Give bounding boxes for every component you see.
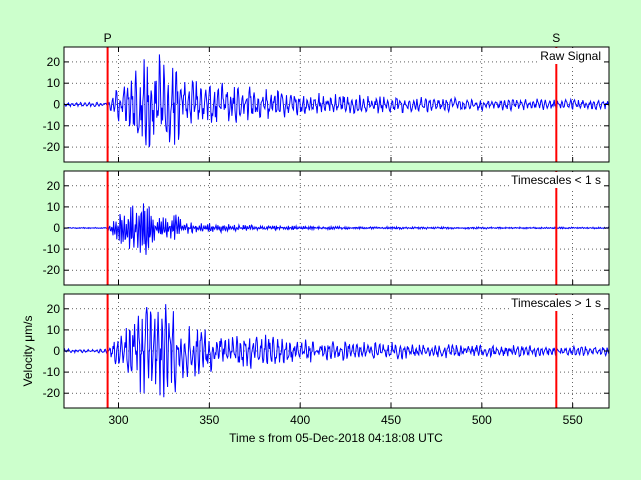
- phase-marker-label-p: P: [104, 31, 112, 45]
- y-tick-label: 20: [47, 179, 61, 193]
- y-tick-label: 0: [53, 98, 60, 112]
- x-tick-label: 550: [563, 413, 583, 427]
- panel-label-bg: [538, 48, 603, 64]
- x-tick-label: 400: [290, 413, 310, 427]
- panel-label-bg: [509, 172, 603, 188]
- phase-marker-label-s: S: [552, 31, 560, 45]
- panel-3: 20 10 0 -10 -20 Timescales > 1 s 300 350 400 450 5…: [43, 293, 610, 427]
- panel-label: Timescales > 1 s: [511, 296, 601, 310]
- y-tick-label: 10: [47, 200, 61, 214]
- y-tick-label: 20: [47, 55, 61, 69]
- signal-trace: [64, 54, 609, 148]
- y-tick-label: -20: [43, 263, 61, 277]
- y-tick-label: -10: [43, 242, 61, 256]
- y-tick-label: -10: [43, 365, 61, 379]
- y-tick-label: -10: [43, 119, 61, 133]
- y-axis-label: Velocity μm/s: [21, 316, 35, 387]
- y-tick-label: 10: [47, 76, 61, 90]
- x-axis-label: Time s from 05-Dec-2018 04:18:08 UTC: [229, 431, 443, 445]
- x-tick-label: 500: [472, 413, 492, 427]
- x-tick-label: 350: [199, 413, 219, 427]
- panel-2: 20 10 0 -10 -20 Timescales < 1 s: [43, 170, 610, 286]
- panels: 20 10 0 -10 -20 Raw Signal P S 20 10 0 -10 -20 Timesc…: [43, 31, 610, 427]
- y-tick-label: -20: [43, 140, 61, 154]
- x-tick-label: 300: [108, 413, 128, 427]
- signal-trace: [64, 304, 609, 398]
- y-tick-label: 20: [47, 302, 61, 316]
- panel-label: Timescales < 1 s: [511, 173, 601, 187]
- y-tick-label: 0: [53, 344, 60, 358]
- y-tick-label: -20: [43, 386, 61, 400]
- y-tick-label: 0: [53, 221, 60, 235]
- x-tick-label: 450: [381, 413, 401, 427]
- signal-trace: [64, 203, 609, 255]
- panel-label: Raw Signal: [540, 49, 601, 63]
- panel-label-bg: [509, 295, 603, 311]
- panel-1: 20 10 0 -10 -20 Raw Signal P S: [43, 31, 610, 163]
- y-tick-label: 10: [47, 323, 61, 337]
